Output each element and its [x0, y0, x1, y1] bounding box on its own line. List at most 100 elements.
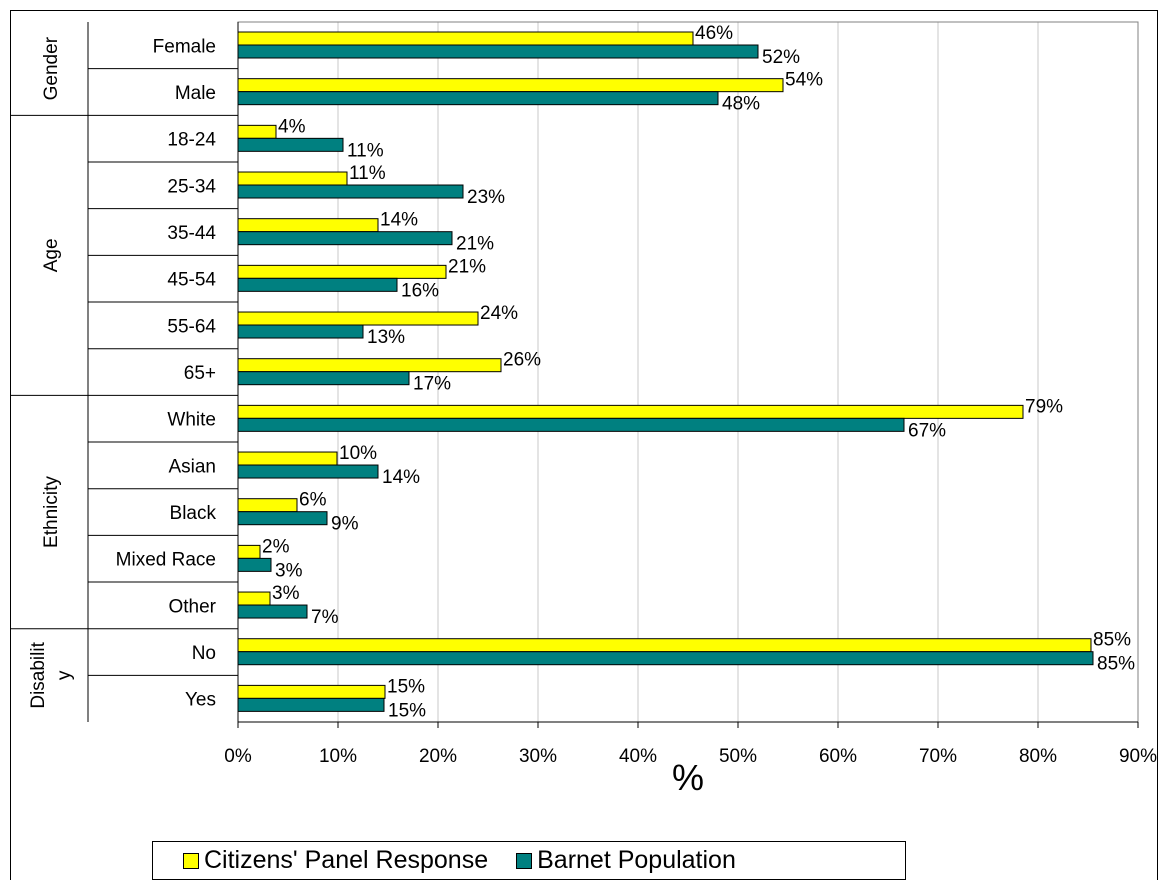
- data-label: 21%: [448, 256, 486, 277]
- bar-barnet-population: [237, 277, 398, 292]
- category-label: Other: [168, 596, 216, 617]
- group-label: Age: [41, 238, 62, 272]
- data-label: 3%: [272, 583, 300, 604]
- bar-panel-response: [237, 311, 479, 326]
- legend-swatch-barnet: [516, 852, 533, 869]
- legend-label-panel: Citizens' Panel Response: [204, 846, 489, 874]
- bar-panel-response: [237, 78, 784, 93]
- category-label: White: [167, 410, 216, 431]
- data-label: 46%: [695, 23, 733, 44]
- data-label: 3%: [275, 560, 303, 581]
- bar-barnet-population: [237, 511, 328, 526]
- bar-panel-response: [237, 498, 298, 513]
- bar-panel-response: [237, 358, 502, 373]
- x-tick-label: 30%: [519, 746, 557, 767]
- bar-panel-response: [237, 264, 447, 279]
- category-label: 65+: [184, 363, 216, 384]
- category-label: 45-54: [167, 270, 216, 291]
- legend-label-barnet: Barnet Population: [537, 846, 736, 874]
- bar-barnet-population: [237, 324, 364, 339]
- bar-barnet-population: [237, 371, 410, 386]
- data-label: 11%: [347, 140, 384, 161]
- bar-panel-response: [237, 544, 261, 559]
- data-label: 67%: [908, 420, 946, 441]
- data-label: 6%: [299, 490, 327, 511]
- data-label: 10%: [339, 443, 377, 464]
- legend-item-barnet: Barnet Population: [516, 846, 736, 875]
- x-tick-label: 80%: [1019, 746, 1057, 767]
- data-label: 54%: [785, 70, 823, 91]
- bar-barnet-population: [237, 651, 1094, 666]
- category-label: Yes: [185, 690, 216, 711]
- x-tick-label: 0%: [224, 746, 252, 767]
- bar-barnet-population: [237, 417, 905, 432]
- category-label: Mixed Race: [116, 550, 216, 571]
- data-label: 26%: [503, 350, 541, 371]
- data-label: 52%: [762, 47, 800, 68]
- x-tick-label: 50%: [719, 746, 757, 767]
- bar-panel-response: [237, 124, 277, 139]
- data-label: 14%: [380, 210, 418, 231]
- x-axis-title: %: [672, 757, 704, 798]
- data-label: 24%: [480, 303, 518, 324]
- data-label: 11%: [349, 163, 386, 184]
- bar-panel-response: [237, 171, 348, 186]
- data-label: 16%: [401, 280, 439, 301]
- data-label: 14%: [382, 467, 420, 488]
- bar-barnet-population: [237, 604, 308, 619]
- data-label: 2%: [262, 536, 290, 557]
- bar-panel-response: [237, 31, 694, 46]
- bar-panel-response: [237, 591, 271, 606]
- bar-panel-response: [237, 218, 379, 233]
- data-label: 9%: [331, 514, 359, 535]
- legend-swatch-panel: [183, 852, 199, 869]
- bar-barnet-population: [237, 91, 719, 106]
- category-label: Male: [175, 83, 216, 104]
- x-tick-label: 90%: [1119, 746, 1157, 767]
- data-label: 79%: [1025, 396, 1063, 417]
- bar-panel-response: [237, 638, 1092, 653]
- x-tick-label: 70%: [919, 746, 957, 767]
- data-label: 21%: [456, 234, 494, 255]
- data-label: 13%: [367, 327, 405, 348]
- category-label: 35-44: [167, 223, 216, 244]
- data-label: 85%: [1093, 630, 1131, 651]
- bar-barnet-population: [237, 137, 344, 152]
- bar-barnet-population: [237, 697, 385, 712]
- group-label: Disabilit y: [28, 641, 75, 708]
- data-label: 7%: [311, 607, 339, 628]
- bar-barnet-population: [237, 231, 453, 246]
- bar-panel-response: [237, 404, 1024, 419]
- bar-barnet-population: [237, 557, 272, 572]
- category-label: Black: [170, 503, 217, 524]
- group-label: Gender: [41, 36, 62, 100]
- group-label-line: y: [54, 670, 75, 680]
- group-label: Ethnicity: [41, 476, 62, 548]
- data-label: 4%: [278, 116, 306, 137]
- category-label: No: [192, 643, 216, 664]
- data-label: 15%: [387, 676, 425, 697]
- x-tick-label: 20%: [419, 746, 457, 767]
- category-label: 55-64: [167, 316, 216, 337]
- x-tick-label: 10%: [319, 746, 357, 767]
- group-label-line: Disabilit: [28, 641, 49, 708]
- bar-barnet-population: [237, 184, 464, 199]
- bar-panel-response: [237, 451, 338, 466]
- category-label: 18-24: [167, 130, 216, 151]
- bar-barnet-population: [237, 44, 759, 59]
- bar-panel-response: [237, 684, 386, 699]
- data-label: 15%: [388, 700, 426, 721]
- chart-legend: Citizens' Panel Response Barnet Populati…: [152, 841, 906, 880]
- category-label: 25-34: [167, 176, 216, 197]
- x-tick-label: 60%: [819, 746, 857, 767]
- legend-item-panel: Citizens' Panel Response: [183, 846, 488, 875]
- data-label: 17%: [413, 374, 451, 395]
- data-label: 48%: [722, 94, 760, 115]
- bar-barnet-population: [237, 464, 379, 479]
- data-label: 85%: [1097, 654, 1135, 675]
- data-label: 23%: [467, 187, 505, 208]
- category-label: Female: [153, 36, 216, 57]
- category-label: Asian: [168, 456, 216, 477]
